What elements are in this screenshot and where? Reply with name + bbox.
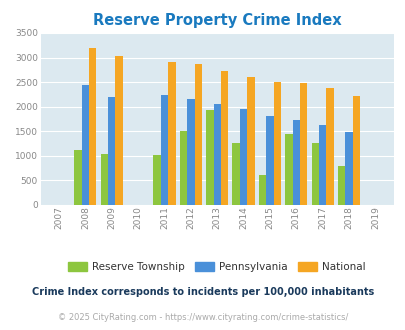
Bar	[299, 83, 307, 205]
Bar	[220, 71, 228, 205]
Bar	[318, 125, 326, 205]
Bar	[258, 175, 266, 205]
Bar	[115, 55, 123, 205]
Bar	[194, 64, 201, 205]
Bar	[247, 77, 254, 205]
Legend: Reserve Township, Pennsylvania, National: Reserve Township, Pennsylvania, National	[64, 258, 369, 277]
Bar	[239, 110, 247, 205]
Bar	[89, 48, 96, 205]
Bar	[213, 104, 220, 205]
Bar	[266, 116, 273, 205]
Bar	[311, 143, 318, 205]
Bar	[81, 85, 89, 205]
Bar	[108, 97, 115, 205]
Text: Crime Index corresponds to incidents per 100,000 inhabitants: Crime Index corresponds to incidents per…	[32, 287, 373, 297]
Bar	[160, 95, 168, 205]
Bar	[352, 96, 359, 205]
Bar	[285, 134, 292, 205]
Bar	[292, 120, 299, 205]
Bar	[187, 99, 194, 205]
Bar	[74, 150, 81, 205]
Bar	[326, 88, 333, 205]
Bar	[153, 154, 160, 205]
Text: © 2025 CityRating.com - https://www.cityrating.com/crime-statistics/: © 2025 CityRating.com - https://www.city…	[58, 313, 347, 322]
Bar	[206, 111, 213, 205]
Bar	[273, 82, 280, 205]
Bar	[100, 153, 108, 205]
Bar	[232, 143, 239, 205]
Bar	[337, 166, 345, 205]
Title: Reserve Property Crime Index: Reserve Property Crime Index	[93, 13, 341, 28]
Bar	[179, 131, 187, 205]
Bar	[168, 62, 175, 205]
Bar	[345, 132, 352, 205]
